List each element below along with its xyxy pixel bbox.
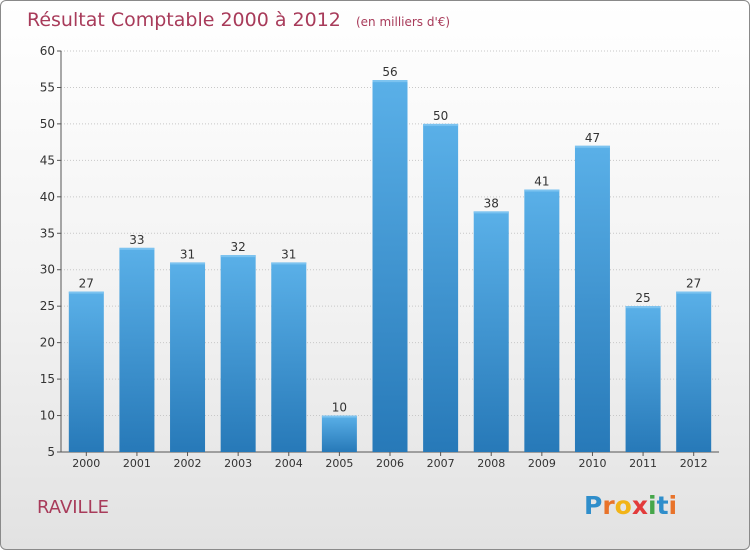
logo-letter: i [668, 491, 678, 520]
bar [625, 306, 661, 452]
bar-top-highlight [321, 415, 357, 418]
bar [68, 291, 104, 452]
bar-value-label: 31 [281, 247, 296, 261]
bar [321, 415, 357, 452]
bar [676, 291, 712, 452]
bar-top-highlight [372, 80, 408, 83]
chart-title: Résultat Comptable 2000 à 2012 [27, 9, 341, 31]
x-tick-label: 2001 [123, 457, 151, 470]
bar [372, 80, 408, 452]
bar-value-label: 56 [382, 65, 397, 79]
y-tick-label: 50 [40, 117, 55, 131]
x-tick-label: 2008 [477, 457, 505, 470]
bar-top-highlight [68, 291, 104, 294]
x-tick-label: 2006 [376, 457, 404, 470]
bar [473, 211, 509, 452]
y-tick-label: 30 [40, 263, 55, 277]
proxiti-logo: Proxiti [584, 491, 677, 520]
bar [271, 262, 307, 452]
x-tick-label: 2004 [275, 457, 303, 470]
y-tick-label: 35 [40, 226, 55, 240]
bar-value-label: 10 [332, 401, 347, 415]
logo-letter: t [656, 491, 669, 520]
bar [524, 189, 560, 452]
logo-letter: r [602, 491, 615, 520]
bar-value-label: 41 [534, 175, 549, 189]
bar-top-highlight [423, 123, 459, 126]
y-tick-label: 40 [40, 190, 55, 204]
bar [170, 262, 206, 452]
bar-value-label: 31 [180, 247, 195, 261]
logo-letter: o [614, 491, 632, 520]
x-tick-label: 2011 [629, 457, 657, 470]
bar-top-highlight [524, 189, 560, 192]
bar-value-label: 32 [231, 240, 246, 254]
x-tick-label: 2012 [680, 457, 708, 470]
bar-top-highlight [574, 145, 610, 148]
x-tick-label: 2002 [174, 457, 202, 470]
bar-top-highlight [625, 306, 661, 309]
bar-top-highlight [676, 291, 712, 294]
bar-top-highlight [220, 255, 256, 258]
bar-value-label: 50 [433, 109, 448, 123]
bar-value-label: 27 [686, 277, 701, 291]
bar [423, 123, 459, 452]
bar-top-highlight [170, 262, 206, 265]
x-tick-label: 2000 [72, 457, 100, 470]
logo-letter: x [631, 491, 648, 520]
x-tick-label: 2005 [325, 457, 353, 470]
y-tick-label: 5 [47, 445, 55, 459]
y-tick-label: 55 [40, 80, 55, 94]
title-line: Résultat Comptable 2000 à 2012 (en milli… [27, 9, 450, 31]
bar [220, 255, 256, 452]
bar-value-label: 38 [484, 196, 499, 210]
bar-value-label: 33 [129, 233, 144, 247]
labels: 27 2000 33 2001 31 2002 32 2003 31 2004 10 2005 56 20… [72, 65, 707, 470]
bar-value-label: 27 [79, 277, 94, 291]
commune-name: RAVILLE [37, 497, 109, 518]
x-tick-label: 2007 [427, 457, 455, 470]
logo-letter: P [584, 491, 603, 520]
bar [574, 145, 610, 453]
bar [119, 247, 155, 452]
x-tick-label: 2010 [578, 457, 606, 470]
y-tick-label: 45 [40, 153, 55, 167]
y-tick-label: 60 [40, 44, 55, 58]
bar-value-label: 25 [635, 291, 650, 305]
logo-letter: i [648, 491, 657, 520]
y-tick-label: 25 [40, 299, 55, 313]
y-tick-label: 20 [40, 336, 55, 350]
y-tick-label: 10 [40, 409, 55, 423]
bar-top-highlight [119, 247, 155, 250]
y-tick-label: 15 [40, 372, 55, 386]
bars [68, 80, 712, 453]
bar-value-label: 47 [585, 131, 600, 145]
x-tick-label: 2003 [224, 457, 252, 470]
bar-top-highlight [473, 211, 509, 214]
x-tick-label: 2009 [528, 457, 556, 470]
chart-unit: (en milliers d'€) [355, 15, 451, 29]
bar-top-highlight [271, 262, 307, 265]
axes: 5 10 15 20 25 30 35 40 45 50 55 60 [40, 44, 719, 459]
